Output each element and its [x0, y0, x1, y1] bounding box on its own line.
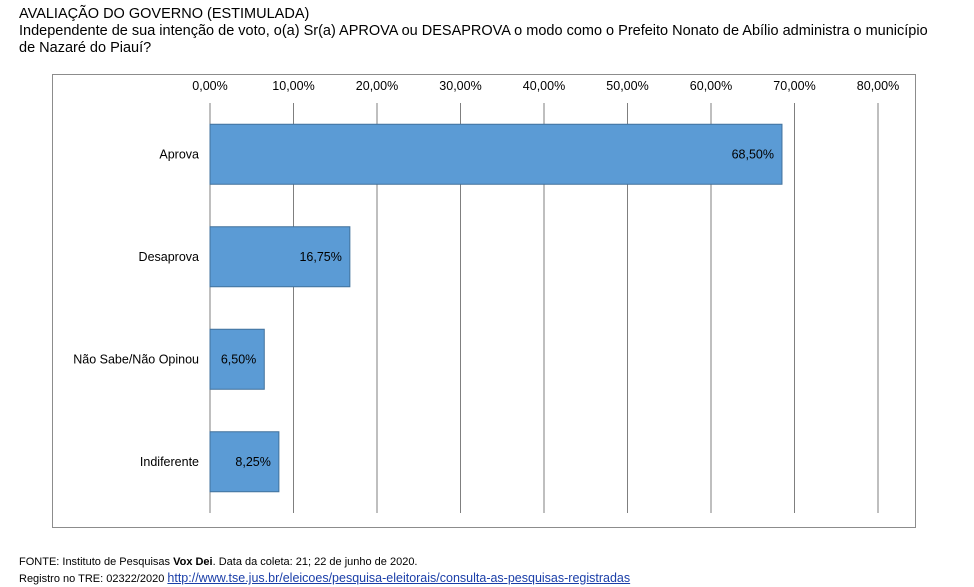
chart-heading: AVALIAÇÃO DO GOVERNO (ESTIMULADA) Indepe… [19, 6, 959, 57]
footer: FONTE: Instituto de Pesquisas Vox Dei. D… [19, 554, 630, 587]
question-text-line-2: de Nazaré do Piauí? [19, 40, 152, 56]
source-line: FONTE: Instituto de Pesquisas Vox Dei. D… [19, 554, 630, 570]
bar [209, 123, 783, 185]
data-label: 68,50% [732, 147, 774, 161]
registry-link[interactable]: http://www.tse.jus.br/eleicoes/pesquisa-… [167, 571, 631, 585]
registry-line: Registro no TRE: 02322/2020 http://www.t… [19, 570, 630, 587]
data-label: 16,75% [299, 250, 341, 264]
x-tick-label: 40,00% [523, 79, 565, 93]
x-tick-label: 50,00% [606, 79, 648, 93]
x-tick-label: 10,00% [272, 79, 314, 93]
category-label: Desaprova [139, 250, 199, 264]
x-tick-label: 20,00% [356, 79, 398, 93]
x-tick-label: 0,00% [192, 79, 227, 93]
bar [209, 431, 280, 493]
source-institute: Vox Dei [173, 556, 213, 568]
category-label: Não Sabe/Não Opinou [73, 352, 199, 366]
chart-title: AVALIAÇÃO DO GOVERNO (ESTIMULADA) [19, 6, 310, 22]
x-tick-label: 30,00% [439, 79, 481, 93]
x-tick-label: 60,00% [690, 79, 732, 93]
x-tick-label: 80,00% [857, 79, 899, 93]
registry-prefix: Registro no TRE: 02322/2020 [19, 573, 168, 585]
data-label: 8,25% [235, 455, 270, 469]
question-text-line-1: Independente de sua intenção de voto, o(… [19, 23, 928, 39]
source-prefix: FONTE: Instituto de Pesquisas [19, 556, 174, 568]
source-suffix: . Data da coleta: 21; 22 de junho de 202… [212, 556, 418, 568]
category-label: Aprova [159, 147, 199, 161]
data-label: 6,50% [221, 352, 256, 366]
bar [209, 328, 265, 390]
chart-area [52, 74, 916, 528]
bar [209, 226, 351, 288]
category-label: Indiferente [140, 455, 199, 469]
x-tick-label: 70,00% [773, 79, 815, 93]
